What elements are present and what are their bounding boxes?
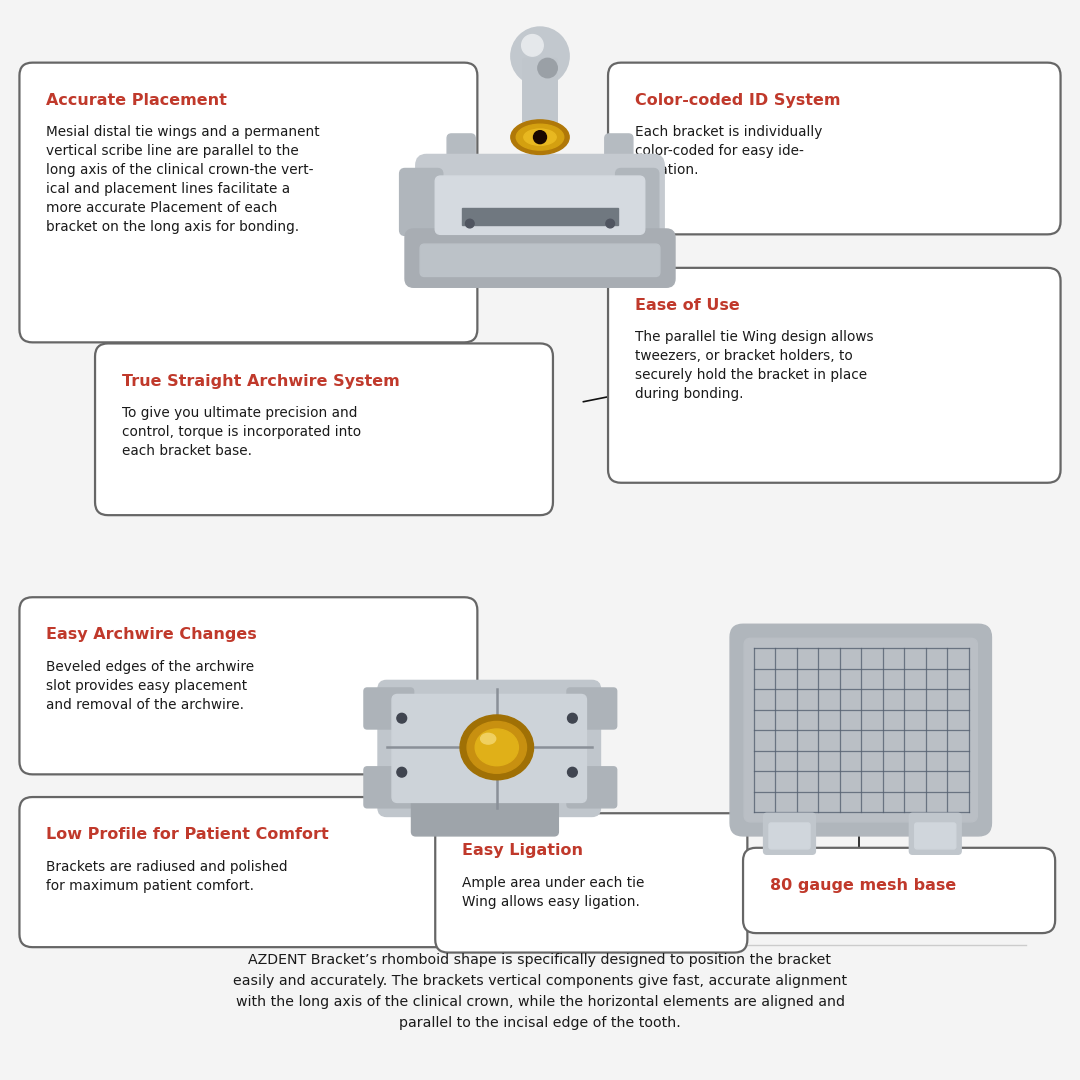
FancyBboxPatch shape: [19, 797, 456, 947]
Circle shape: [397, 713, 406, 724]
FancyBboxPatch shape: [608, 63, 1061, 234]
Ellipse shape: [516, 124, 564, 150]
Text: Accurate Placement: Accurate Placement: [46, 93, 227, 108]
FancyBboxPatch shape: [416, 154, 664, 257]
Text: To give you ultimate precision and
control, torque is incorporated into
each bra: To give you ultimate precision and contr…: [122, 406, 361, 458]
Text: True Straight Archwire System: True Straight Archwire System: [122, 374, 400, 389]
Circle shape: [397, 767, 406, 778]
Circle shape: [465, 219, 474, 228]
FancyBboxPatch shape: [378, 680, 600, 816]
Ellipse shape: [460, 715, 534, 780]
Text: Beveled edges of the archwire
slot provides easy placement
and removal of the ar: Beveled edges of the archwire slot provi…: [46, 660, 255, 712]
Text: Brackets are radiused and polished
for maximum patient comfort.: Brackets are radiused and polished for m…: [46, 860, 288, 893]
Circle shape: [568, 767, 577, 778]
Text: Low Profile for Patient Comfort: Low Profile for Patient Comfort: [46, 827, 329, 842]
FancyBboxPatch shape: [420, 244, 660, 276]
Text: AZDENT Bracket’s rhomboid shape is specifically designed to position the bracket: AZDENT Bracket’s rhomboid shape is speci…: [233, 953, 847, 1030]
FancyBboxPatch shape: [915, 823, 956, 849]
FancyBboxPatch shape: [764, 813, 815, 854]
FancyBboxPatch shape: [616, 168, 659, 235]
FancyBboxPatch shape: [608, 268, 1061, 483]
FancyBboxPatch shape: [605, 134, 633, 175]
Text: Mesial distal tie wings and a permanent
vertical scribe line are parallel to the: Mesial distal tie wings and a permanent …: [46, 125, 320, 234]
FancyBboxPatch shape: [523, 58, 557, 135]
Text: Ease of Use: Ease of Use: [635, 298, 740, 313]
Ellipse shape: [511, 120, 569, 154]
Text: The parallel tie Wing design allows
tweezers, or bracket holders, to
securely ho: The parallel tie Wing design allows twee…: [635, 330, 874, 402]
Text: Each bracket is individually
color-coded for easy ide-
tification.: Each bracket is individually color-coded…: [635, 125, 822, 177]
FancyBboxPatch shape: [19, 597, 477, 774]
Text: Easy Ligation: Easy Ligation: [462, 843, 583, 859]
FancyBboxPatch shape: [405, 229, 675, 287]
FancyBboxPatch shape: [743, 848, 1055, 933]
Ellipse shape: [475, 729, 518, 766]
Ellipse shape: [481, 733, 496, 744]
FancyBboxPatch shape: [435, 176, 645, 234]
FancyBboxPatch shape: [392, 694, 586, 802]
Circle shape: [534, 131, 546, 144]
Circle shape: [522, 35, 543, 56]
FancyBboxPatch shape: [744, 638, 977, 822]
FancyBboxPatch shape: [400, 168, 443, 235]
FancyBboxPatch shape: [567, 767, 617, 808]
FancyBboxPatch shape: [730, 624, 991, 836]
FancyBboxPatch shape: [435, 813, 747, 953]
Text: Ample area under each tie
Wing allows easy ligation.: Ample area under each tie Wing allows ea…: [462, 876, 645, 909]
Circle shape: [511, 27, 569, 85]
Circle shape: [568, 713, 577, 724]
FancyBboxPatch shape: [447, 134, 475, 175]
Text: 80 gauge mesh base: 80 gauge mesh base: [770, 878, 956, 893]
Bar: [462, 208, 618, 225]
FancyBboxPatch shape: [19, 63, 477, 342]
Text: Easy Archwire Changes: Easy Archwire Changes: [46, 627, 257, 643]
FancyBboxPatch shape: [769, 823, 810, 849]
FancyBboxPatch shape: [567, 688, 617, 729]
FancyBboxPatch shape: [411, 797, 558, 836]
FancyBboxPatch shape: [95, 343, 553, 515]
Ellipse shape: [524, 129, 556, 145]
Text: Color-coded ID System: Color-coded ID System: [635, 93, 840, 108]
FancyBboxPatch shape: [364, 688, 414, 729]
Circle shape: [538, 58, 557, 78]
Circle shape: [606, 219, 615, 228]
FancyBboxPatch shape: [364, 767, 414, 808]
Ellipse shape: [467, 721, 527, 773]
FancyBboxPatch shape: [909, 813, 961, 854]
